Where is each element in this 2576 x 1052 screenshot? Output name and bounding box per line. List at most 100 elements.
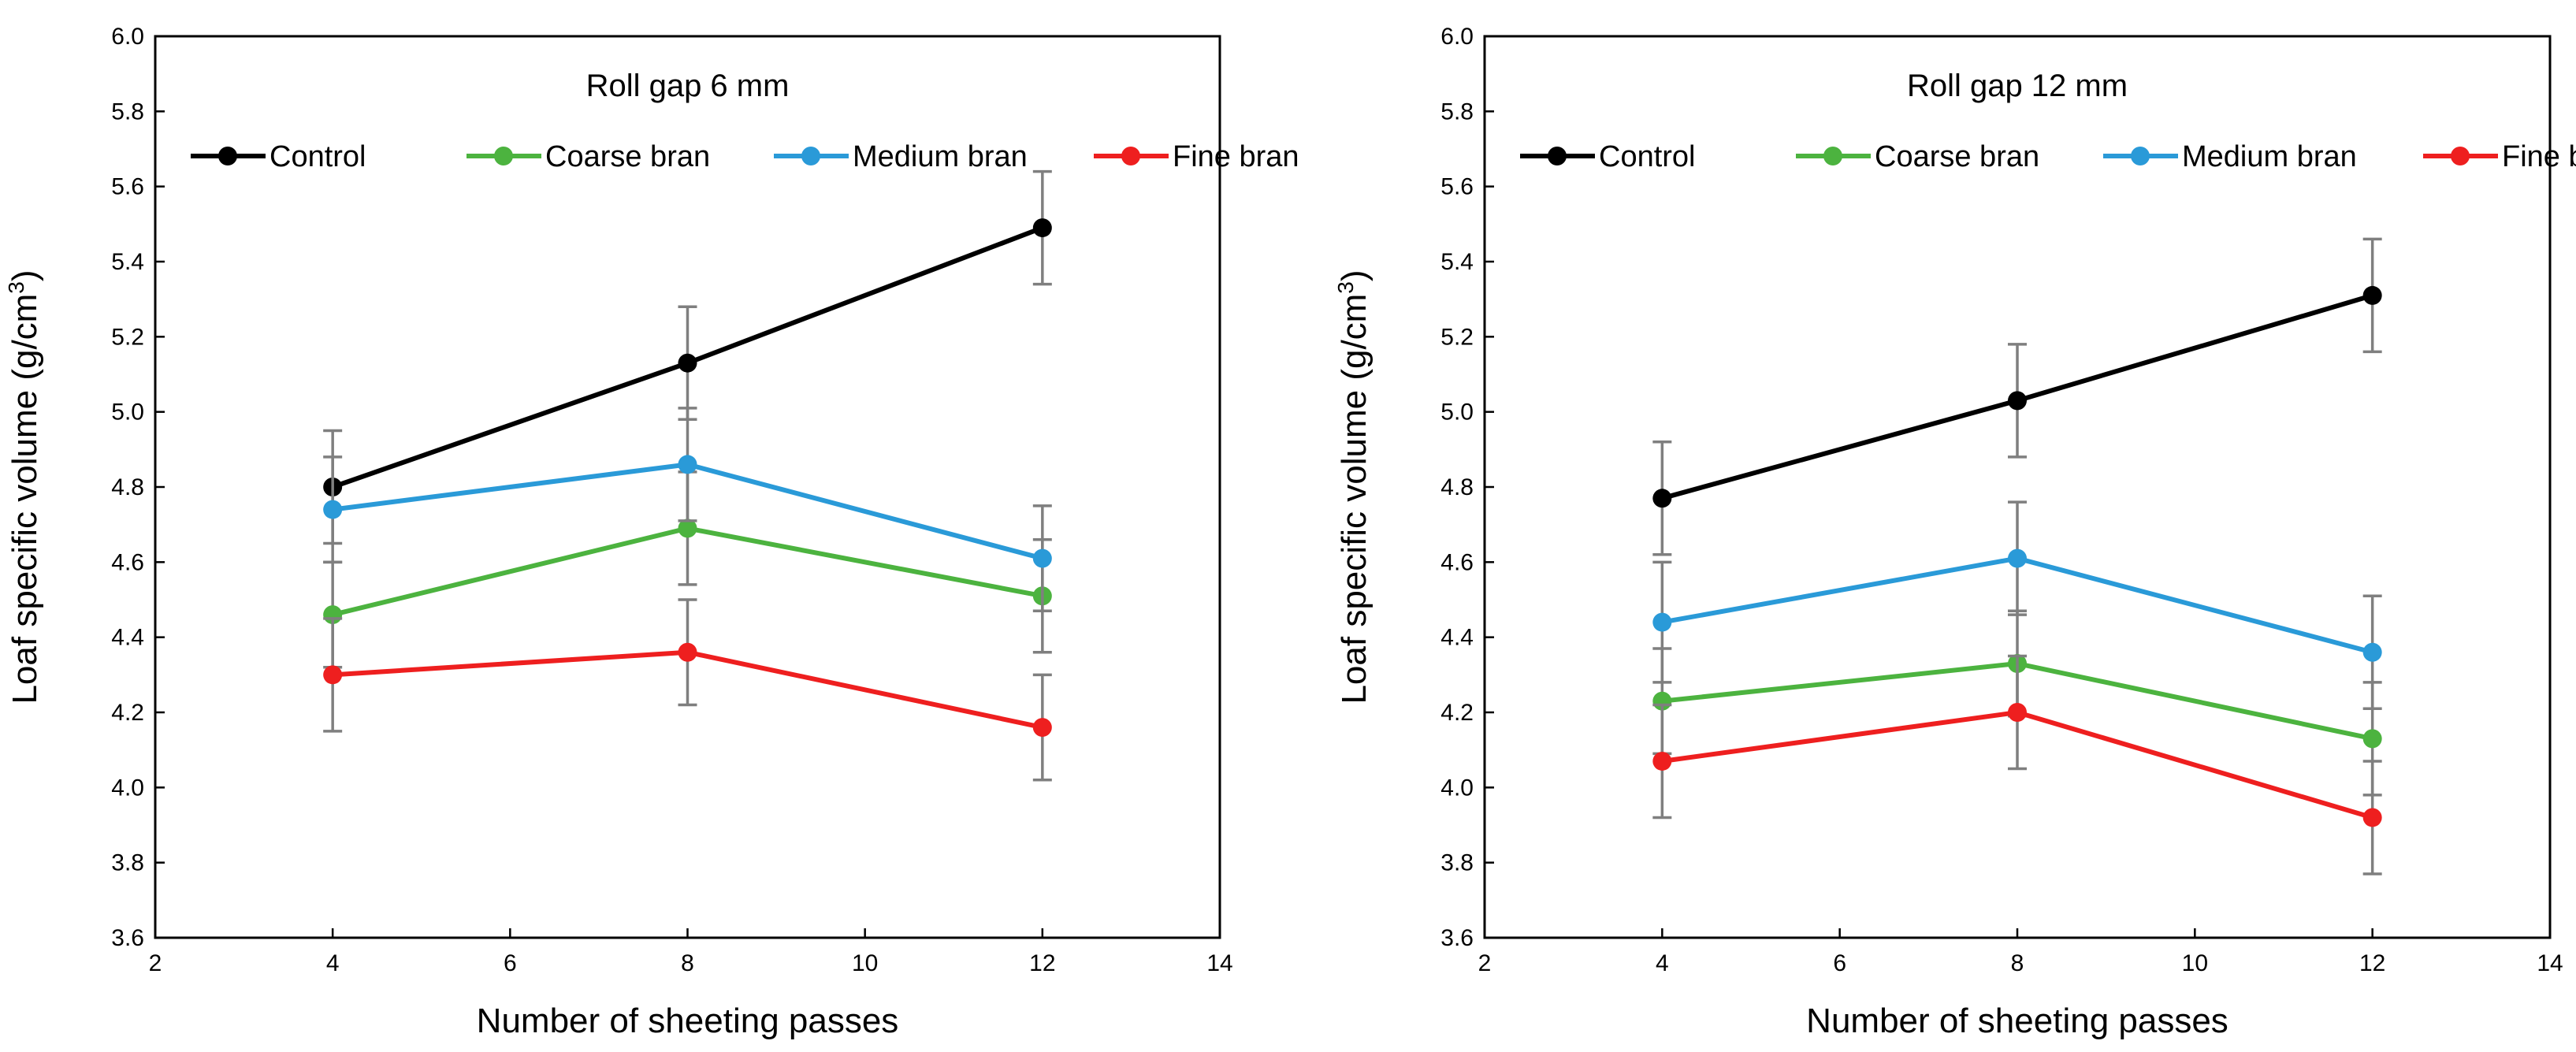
data-point	[2362, 729, 2382, 749]
series-control	[1652, 237, 2382, 556]
y-axis-title-superscript: 3	[4, 281, 28, 294]
y-tick-label: 6.0	[1440, 24, 1474, 50]
y-tick-label: 3.8	[1440, 850, 1474, 876]
data-point	[2008, 548, 2027, 568]
data-point	[323, 665, 343, 685]
y-tick-label: 5.2	[111, 324, 144, 350]
legend-entry[interactable]: Medium bran	[774, 140, 1028, 173]
x-tick-label: 2	[1478, 950, 1492, 976]
x-tick-label: 10	[852, 950, 878, 976]
data-point	[1032, 218, 1052, 238]
x-tick-label: 8	[681, 950, 694, 976]
data-point	[2362, 808, 2382, 827]
data-point	[2362, 642, 2382, 662]
legend-label: Coarse bran	[1875, 140, 2039, 173]
legend-label: Control	[1599, 140, 1696, 173]
y-tick-label: 3.6	[1440, 925, 1474, 951]
legend-entry[interactable]: Fine bran	[2423, 140, 2576, 173]
data-point	[1652, 489, 1672, 508]
legend-entry[interactable]: Coarse bran	[467, 140, 710, 173]
y-tick-label: 4.0	[1440, 775, 1474, 801]
data-point	[1652, 612, 1672, 632]
data-point	[1032, 548, 1052, 568]
legend-entry[interactable]: Medium bran	[2103, 140, 2357, 173]
legend-label: Control	[269, 140, 366, 173]
chart-title: Roll gap 6 mm	[586, 69, 790, 103]
legend-marker	[494, 147, 513, 165]
legend-label: Fine bran	[1173, 140, 1299, 173]
chart-title: Roll gap 12 mm	[1907, 69, 2128, 103]
data-point	[2362, 285, 2382, 305]
x-tick-label: 6	[1833, 950, 1846, 976]
y-tick-label: 4.4	[1440, 625, 1474, 651]
legend-label: Medium bran	[853, 140, 1028, 173]
y-tick-label: 6.0	[111, 24, 144, 50]
data-point	[678, 455, 697, 474]
y-tick-label: 4.6	[1440, 549, 1474, 575]
data-point	[1652, 751, 1672, 771]
y-axis-title-superscript: 3	[1333, 281, 1358, 294]
data-point	[2008, 703, 2027, 722]
y-tick-label: 4.2	[111, 700, 144, 726]
legend-marker	[1548, 147, 1567, 165]
legend-entry[interactable]: Coarse bran	[1796, 140, 2039, 173]
y-axis-title-close: )	[1335, 270, 1373, 281]
legend-marker	[1823, 147, 1842, 165]
x-axis-title: Number of sheeting passes	[477, 1002, 899, 1040]
y-tick-label: 4.6	[111, 549, 144, 575]
legend-label: Fine bran	[2502, 140, 2576, 173]
data-point	[678, 519, 697, 538]
x-tick-label: 14	[2537, 950, 2563, 976]
x-axis-title: Number of sheeting passes	[1806, 1002, 2228, 1040]
legend-label: Coarse bran	[545, 140, 710, 173]
legend-entry[interactable]: Fine bran	[1094, 140, 1299, 173]
y-tick-label: 4.2	[1440, 700, 1474, 726]
y-axis-title: Loaf specific volume (g/cm3)	[1333, 270, 1373, 704]
series-medium-bran	[1652, 500, 2382, 710]
y-tick-label: 5.6	[1440, 174, 1474, 200]
legend-marker	[218, 147, 237, 165]
y-axis-title-text: Loaf specific volume (g/cm	[1335, 294, 1373, 704]
series-fine-bran	[1652, 654, 2382, 875]
y-tick-label: 5.4	[111, 249, 144, 275]
x-tick-label: 14	[1206, 950, 1232, 976]
chart-panel-1: 3.6 3.8 4.0 4.2 4.4 4.6 4.8 5.0 5.2 5.4 5.6 5.8 6.0 2…	[4, 24, 1299, 1040]
series-fine-bran	[323, 598, 1052, 782]
x-tick-label: 12	[2359, 950, 2385, 976]
data-point	[2008, 391, 2027, 411]
data-point	[1032, 718, 1052, 738]
legend-marker	[801, 147, 820, 165]
y-axis-title: Loaf specific volume (g/cm3)	[4, 270, 44, 704]
y-tick-label: 5.8	[1440, 99, 1474, 125]
y-tick-label: 4.4	[111, 625, 144, 651]
x-tick-label: 4	[1656, 950, 1669, 976]
data-point	[323, 500, 343, 519]
x-tick-label: 4	[326, 950, 340, 976]
legend-marker	[2451, 147, 2470, 165]
x-tick-label: 8	[2011, 950, 2024, 976]
y-tick-label: 4.8	[111, 474, 144, 500]
y-tick-label: 5.0	[1440, 400, 1474, 426]
y-tick-label: 5.6	[111, 174, 144, 200]
legend-label: Medium bran	[2182, 140, 2357, 173]
x-tick-label: 10	[2182, 950, 2208, 976]
y-tick-label: 5.2	[1440, 324, 1474, 350]
data-point	[678, 642, 697, 662]
legend-marker	[2131, 147, 2150, 165]
y-tick-label: 5.4	[1440, 249, 1474, 275]
y-tick-label: 4.8	[1440, 474, 1474, 500]
y-tick-label: 4.0	[111, 775, 144, 801]
data-point	[678, 353, 697, 373]
x-tick-label: 6	[504, 950, 517, 976]
y-tick-label: 5.8	[111, 99, 144, 125]
legend-entry[interactable]: Control	[191, 140, 366, 173]
chart-panel-2: 3.6 3.8 4.0 4.2 4.4 4.6 4.8 5.0 5.2 5.4 5.6 5.8 6.0 2…	[1333, 24, 2576, 1040]
y-tick-label: 3.8	[111, 850, 144, 876]
y-axis-title-text: Loaf specific volume (g/cm	[6, 294, 44, 704]
x-tick-label: 2	[149, 950, 162, 976]
y-tick-label: 5.0	[111, 400, 144, 426]
legend-entry[interactable]: Control	[1520, 140, 1696, 173]
series-medium-bran	[323, 407, 1052, 613]
